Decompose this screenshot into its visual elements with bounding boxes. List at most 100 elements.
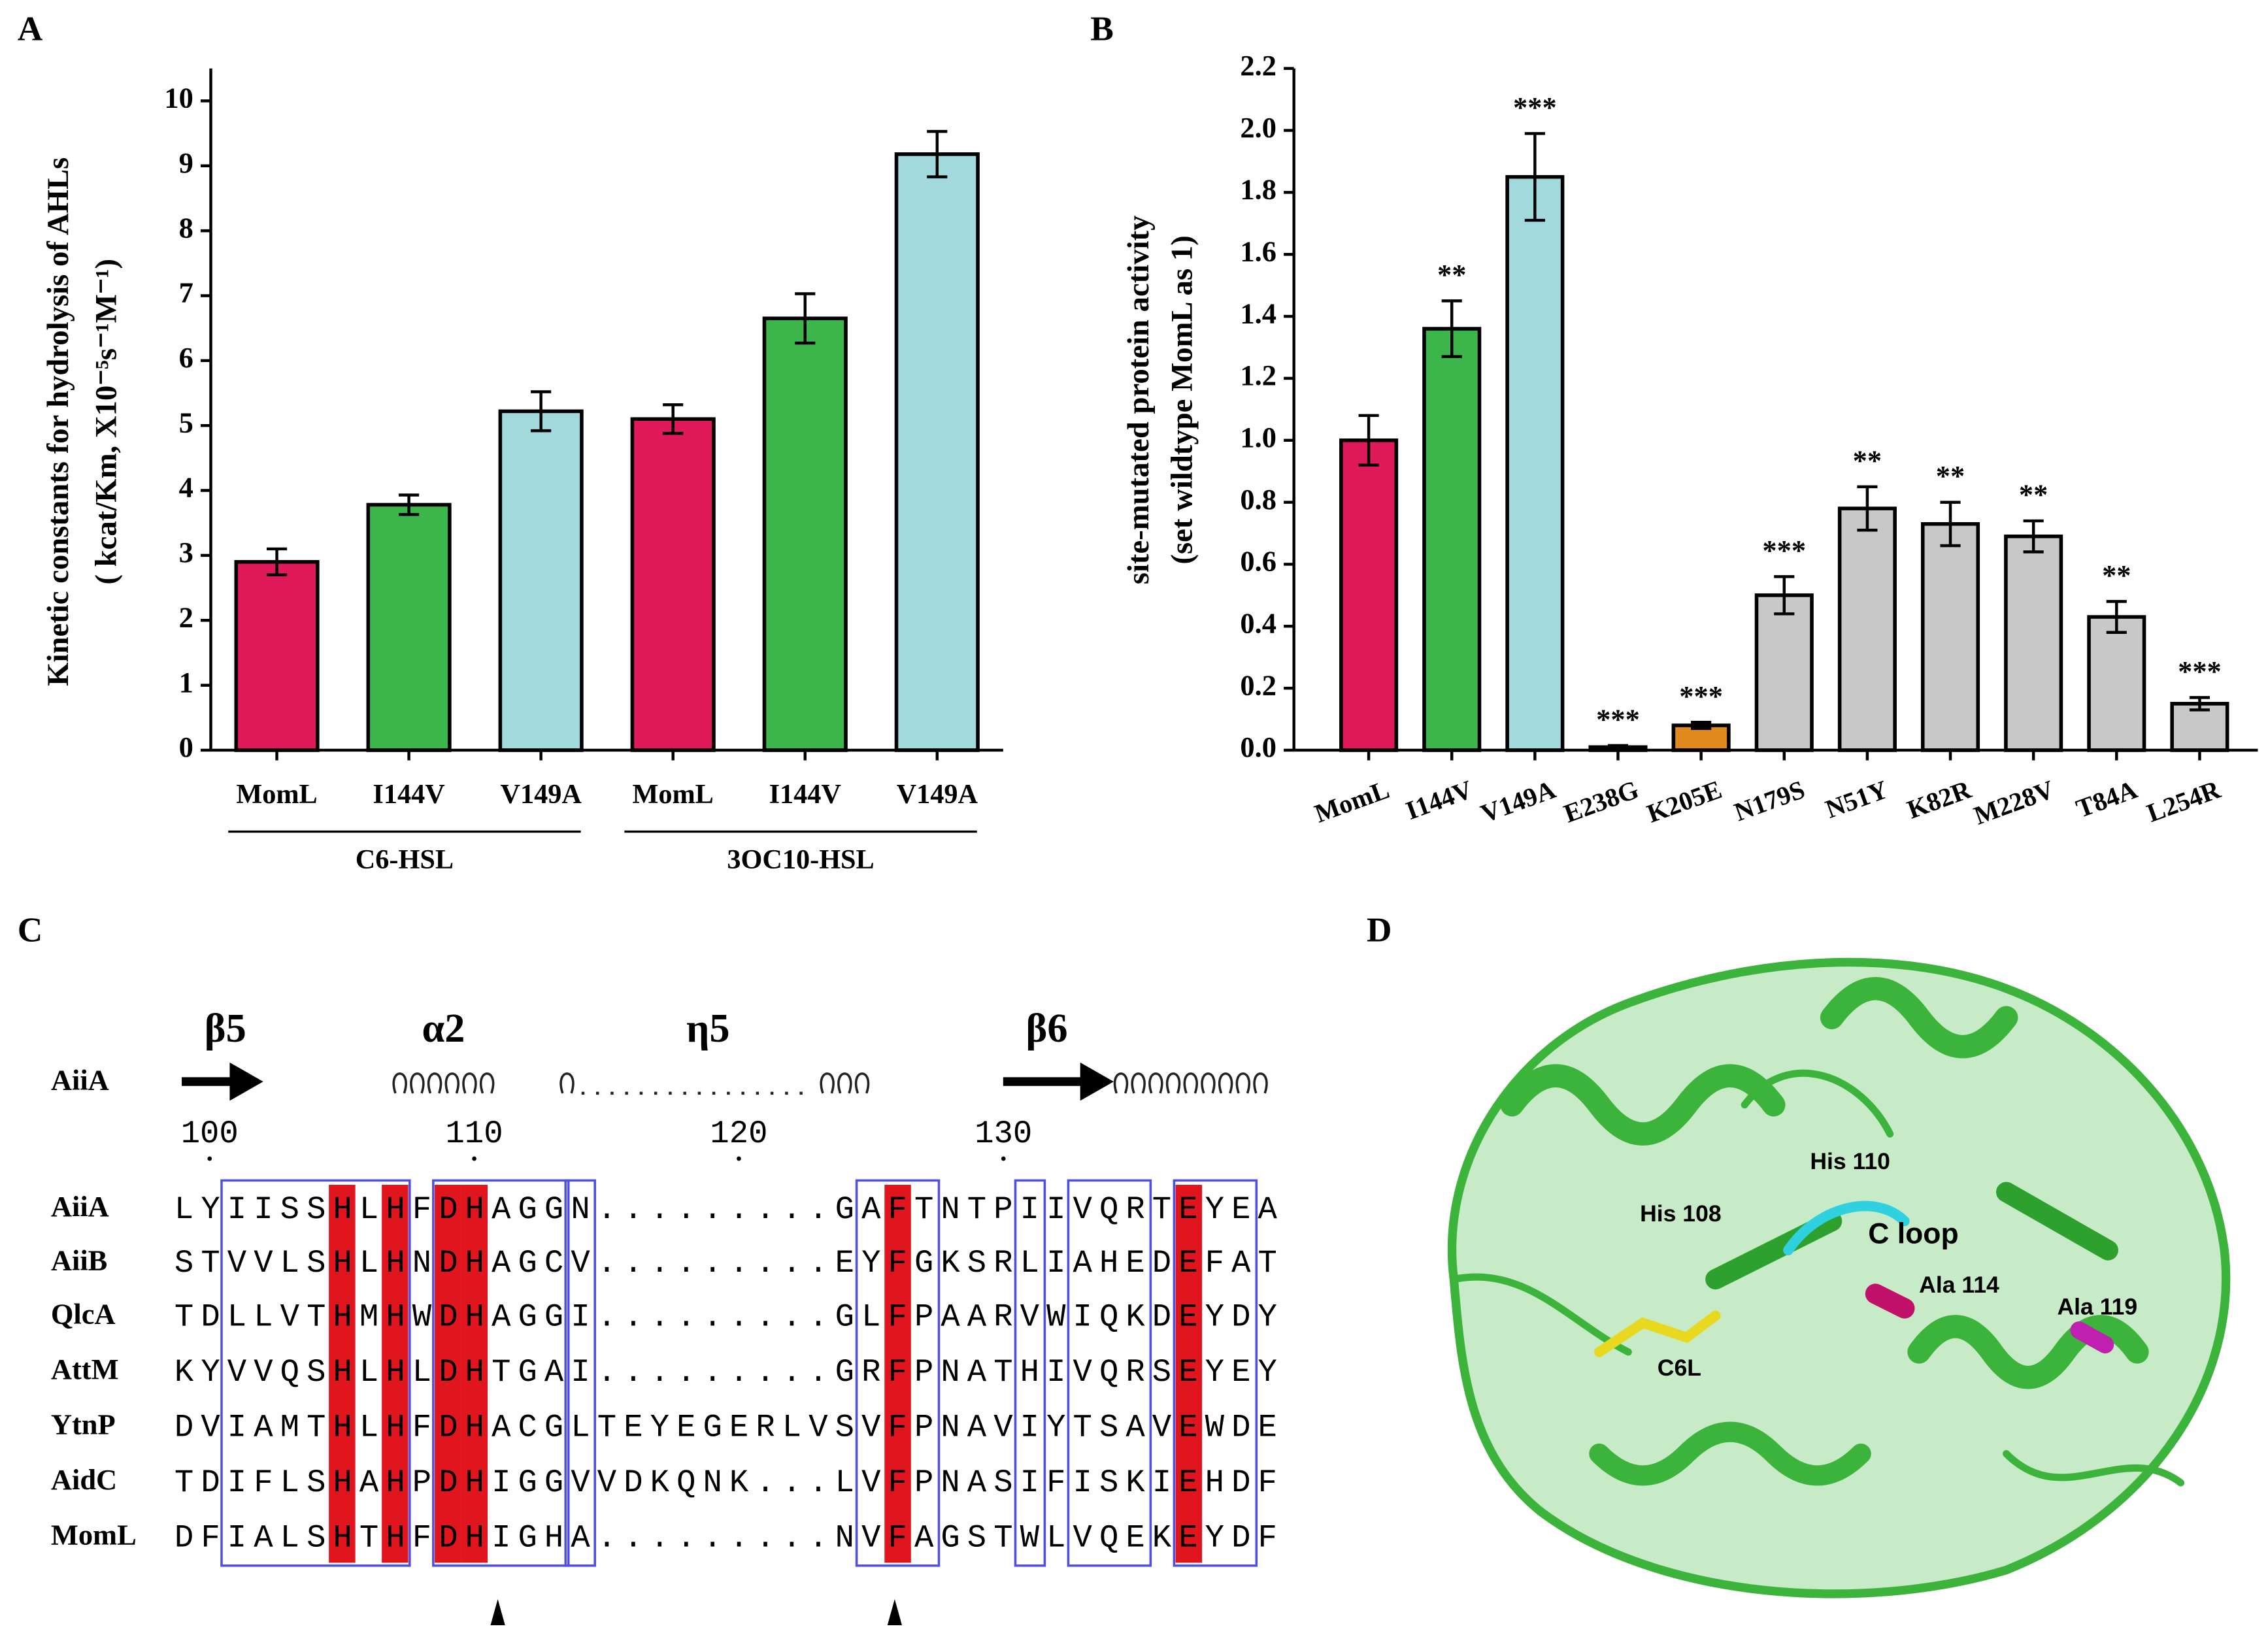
helix-glyph	[392, 1072, 495, 1094]
sequence-name: AiiA	[51, 1190, 109, 1223]
similarity-box	[1067, 1179, 1152, 1567]
similarity-box	[432, 1179, 570, 1567]
conserved-column	[382, 1185, 409, 1563]
bar	[1339, 438, 1399, 752]
significance-label: ***	[1513, 91, 1557, 124]
significance-label: ***	[2178, 655, 2222, 687]
significance-label: **	[1853, 444, 1882, 477]
y-axis-label: Kinetic constants for hydrolysis of AHLs	[41, 157, 75, 686]
sequence-name: MomL	[51, 1519, 137, 1551]
panel-label: B	[1090, 8, 1114, 48]
bar	[762, 316, 848, 752]
x-tick-label: I144V	[1402, 774, 1476, 825]
sequence-name: QlcA	[51, 1298, 116, 1331]
y-tick-label: 0.8	[1240, 483, 1276, 516]
error-bar	[266, 547, 288, 576]
y-tick-label: 0.6	[1240, 545, 1276, 578]
position-dot	[472, 1156, 476, 1161]
bar	[1920, 522, 1980, 752]
residue-label: Ala 114	[1919, 1272, 1999, 1298]
helix-glyph	[559, 1072, 575, 1094]
structure-label: β5	[205, 1006, 246, 1051]
conserved-column	[435, 1185, 461, 1563]
error-bar	[1691, 721, 1712, 730]
y-tick-label: 3	[179, 536, 193, 569]
error-bar	[2189, 696, 2210, 712]
bar	[1837, 506, 1897, 752]
significance-label: **	[2102, 559, 2131, 591]
sequence: KYVVQSHLHLDHTGAI.........GRFPNATHIVQRSEY…	[175, 1354, 1277, 1391]
sequence: LYIISSHLHFDHAGGN.........GAFTNTPIIVQRTEY…	[175, 1191, 1278, 1228]
site-marker	[887, 1598, 902, 1626]
conserved-column	[884, 1185, 911, 1563]
error-bar	[927, 129, 948, 178]
site-marker	[490, 1598, 505, 1626]
y-tick-label: 2.0	[1240, 111, 1276, 144]
group-label: C6-HSL	[356, 844, 454, 875]
y-tick-label: 4	[179, 471, 193, 504]
x-tick-label: N179S	[1730, 774, 1809, 827]
reference-name: AiiA	[51, 1064, 109, 1097]
y-tick-label: 0	[179, 731, 193, 763]
error-bar	[1607, 744, 1629, 750]
y-tick-label: 1.4	[1240, 297, 1276, 329]
strand-arrow	[182, 1062, 263, 1101]
similarity-box	[564, 1179, 596, 1567]
x-tick-label: N51Y	[1822, 774, 1892, 824]
y-tick-label: 9	[179, 146, 193, 179]
y-tick-label: 5	[179, 406, 193, 438]
error-bar	[1940, 501, 1961, 548]
x-tick-label: V149A	[500, 779, 582, 810]
x-tick-label: V149A	[897, 779, 978, 810]
conserved-column	[1175, 1185, 1203, 1563]
bar	[2170, 702, 2229, 752]
y-tick-label: 8	[179, 211, 193, 244]
x-tick-label: I144V	[373, 779, 445, 810]
y-tick-label: 1.8	[1240, 173, 1276, 206]
bar	[366, 503, 452, 752]
sequence-name: AiiB	[51, 1244, 107, 1276]
significance-label: **	[2019, 478, 2048, 511]
position-label: 110	[446, 1116, 503, 1152]
y-tick-label: 10	[164, 82, 193, 114]
error-bar	[2023, 519, 2044, 554]
y-tick-label: 1.6	[1240, 235, 1276, 267]
y-tick-label: 1.2	[1240, 359, 1276, 391]
y-tick-label: 0.0	[1240, 731, 1276, 763]
residue-label: Ala 119	[2057, 1294, 2137, 1320]
sequence-name: AttM	[51, 1353, 119, 1385]
panel-label: D	[1367, 910, 1392, 949]
residue-label: His 108	[1640, 1200, 1722, 1227]
bar	[1422, 327, 1482, 752]
position-label: 120	[710, 1116, 767, 1152]
error-bar	[1524, 132, 1545, 222]
y-axis-label: ( kcat/Km, X10⁻⁵s⁻¹M⁻¹)	[90, 259, 124, 585]
x-tick-label: I144V	[769, 779, 842, 810]
sequence-name: AidC	[51, 1463, 117, 1496]
conserved-column	[329, 1185, 356, 1563]
significance-label: **	[1936, 459, 1965, 492]
similarity-box	[220, 1179, 411, 1567]
residue-label: C loop	[1868, 1218, 1958, 1250]
bar	[2087, 615, 2146, 752]
position-label: 100	[181, 1116, 239, 1152]
protein-cartoon	[1447, 957, 2231, 1598]
x-tick-label: M228V	[1970, 774, 2058, 831]
sequence: STVVLSHLHNDHAGCV.........EYFGKSRLIAHEDEF…	[175, 1245, 1277, 1281]
error-bar	[663, 403, 684, 435]
error-bar	[399, 493, 420, 516]
error-bar	[531, 390, 552, 433]
y-tick-label: 1	[179, 666, 193, 699]
sequence: DFIALSHTHFDHIGHA.........NVFAGSTWLVQEKEY…	[175, 1519, 1277, 1556]
bar	[234, 560, 320, 752]
error-bar	[1857, 485, 1878, 532]
y-tick-label: 7	[179, 276, 193, 309]
sequence: TDLLVTHMHWDHAGGI.........GLFPAARVWIQKDEY…	[175, 1298, 1277, 1335]
y-tick-label: 6	[179, 341, 193, 374]
residue-label: C6L	[1658, 1355, 1701, 1381]
group-label: 3OC10-HSL	[727, 844, 874, 875]
error-bar	[1358, 414, 1379, 467]
conserved-column	[461, 1185, 488, 1563]
